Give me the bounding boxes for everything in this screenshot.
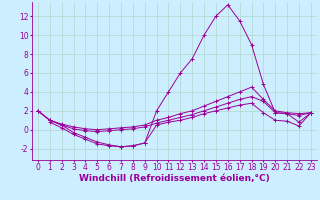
X-axis label: Windchill (Refroidissement éolien,°C): Windchill (Refroidissement éolien,°C) <box>79 174 270 183</box>
